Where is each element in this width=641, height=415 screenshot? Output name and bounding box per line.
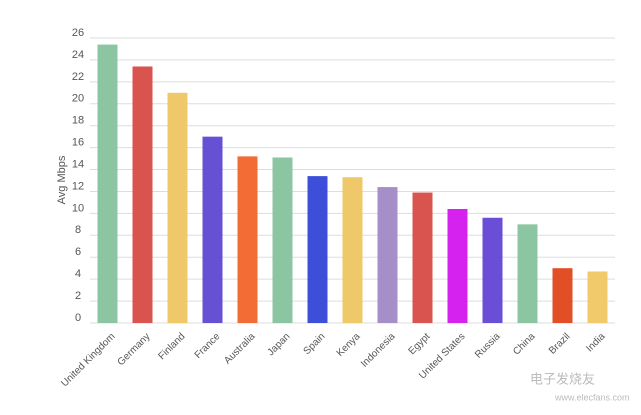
y-tick-label: 12 [72, 180, 84, 192]
y-tick-label: 8 [75, 224, 81, 236]
y-tick-label: 16 [72, 137, 84, 149]
y-tick-label: 18 [72, 115, 84, 127]
x-tick-label: Egypt [407, 331, 433, 357]
bar [167, 92, 188, 323]
bar [482, 217, 503, 323]
bar [97, 44, 118, 323]
bar [412, 192, 433, 323]
bar [447, 209, 468, 323]
x-tick-label: France [193, 331, 223, 361]
x-tick-label: Australia [222, 331, 258, 367]
y-tick-label: 0 [75, 312, 81, 324]
x-tick-label: Finland [157, 331, 188, 362]
x-tick-label: Spain [302, 331, 328, 357]
bar [552, 268, 573, 323]
bar [342, 177, 363, 323]
y-tick-label: 20 [72, 93, 84, 105]
bar [132, 66, 153, 323]
bar [587, 271, 608, 323]
y-tick-label: 4 [75, 268, 81, 280]
x-tick-label: China [511, 331, 538, 358]
watermark-url: www.elecfans.com [554, 392, 630, 402]
bar [517, 224, 538, 323]
y-tick-label: 26 [72, 27, 84, 39]
y-tick-label: 10 [72, 202, 84, 214]
bar [237, 156, 258, 323]
y-tick-label: 14 [72, 158, 84, 170]
y-tick-label: 24 [72, 49, 84, 61]
x-tick-label: India [584, 331, 607, 354]
y-tick-label: 22 [72, 71, 84, 83]
x-tick-label: Japan [265, 331, 292, 358]
x-tick-label: Brazil [547, 331, 572, 356]
bar [202, 136, 223, 323]
y-axis-label: Avg Mbps [56, 155, 68, 204]
x-tick-label: Kenya [335, 331, 363, 359]
y-tick-label: 6 [75, 246, 81, 258]
watermark: 电子发烧友 [530, 371, 595, 386]
x-tick-label: Germany [116, 331, 153, 368]
bar [272, 157, 293, 323]
bar [377, 187, 398, 323]
x-tick-label: Indonesia [359, 331, 398, 370]
y-tick-label: 2 [75, 290, 81, 302]
bar [307, 176, 328, 323]
x-tick-label: Russia [473, 331, 503, 361]
x-tick-label: United Kingdom [59, 331, 117, 389]
